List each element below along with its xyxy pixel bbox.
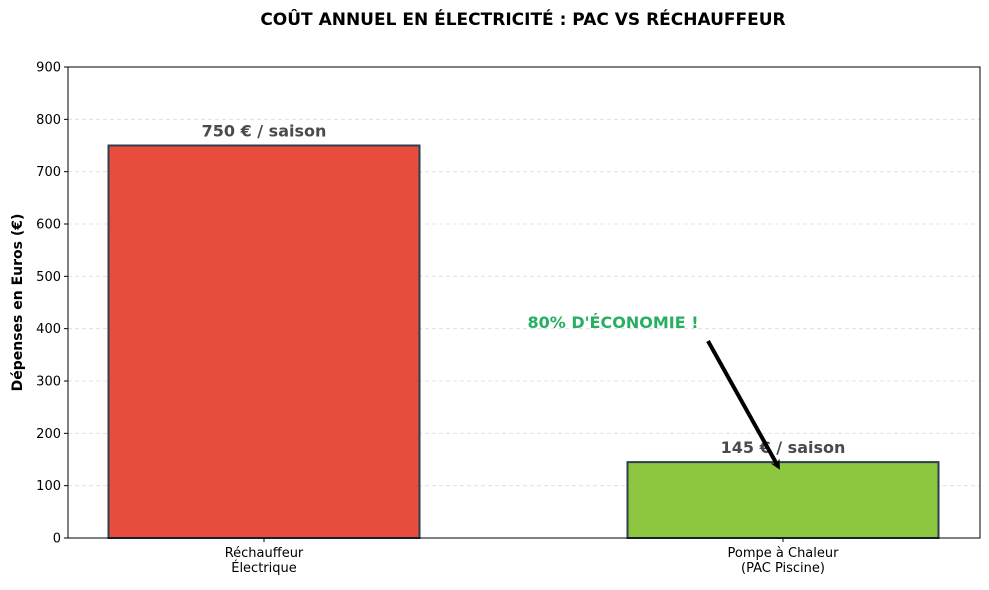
x-tick-label: Électrique	[231, 560, 297, 576]
grid	[68, 118, 980, 487]
chart-title: COÛT ANNUEL EN ÉLECTRICITÉ : PAC VS RÉCH…	[260, 8, 785, 30]
plot-frame	[67, 66, 981, 539]
y-tick-label: 0	[53, 532, 61, 547]
annotation-text: 80% D'ÉCONOMIE !	[528, 313, 699, 332]
annotation: 80% D'ÉCONOMIE !	[528, 313, 780, 470]
y-tick-label: 700	[36, 165, 61, 180]
y-tick-label: 600	[36, 218, 61, 233]
y-axis: 0 100 200 300 400 500 600 700 800 900	[36, 61, 68, 547]
x-tick-label: Réchauffeur	[225, 546, 304, 561]
x-tick-label: (PAC Piscine)	[741, 561, 825, 576]
x-tick-label: Pompe à Chaleur	[728, 546, 840, 561]
y-tick-label: 200	[36, 427, 61, 442]
y-tick-label: 100	[36, 479, 61, 494]
y-tick-label: 300	[36, 375, 61, 390]
y-tick-label: 900	[36, 61, 61, 76]
y-tick-label: 400	[36, 322, 61, 337]
bar	[626, 461, 940, 539]
bar	[107, 144, 421, 539]
bar-value-label: 750 € / saison	[202, 122, 327, 141]
y-tick-label: 500	[36, 270, 61, 285]
bars: 750 € / saison 145 € / saison	[107, 122, 940, 539]
y-axis-label: Dépenses en Euros (€)	[10, 214, 26, 392]
annotation-arrow	[706, 340, 780, 470]
bar-value-label: 145 € / saison	[721, 438, 846, 457]
y-tick-label: 800	[36, 113, 61, 128]
